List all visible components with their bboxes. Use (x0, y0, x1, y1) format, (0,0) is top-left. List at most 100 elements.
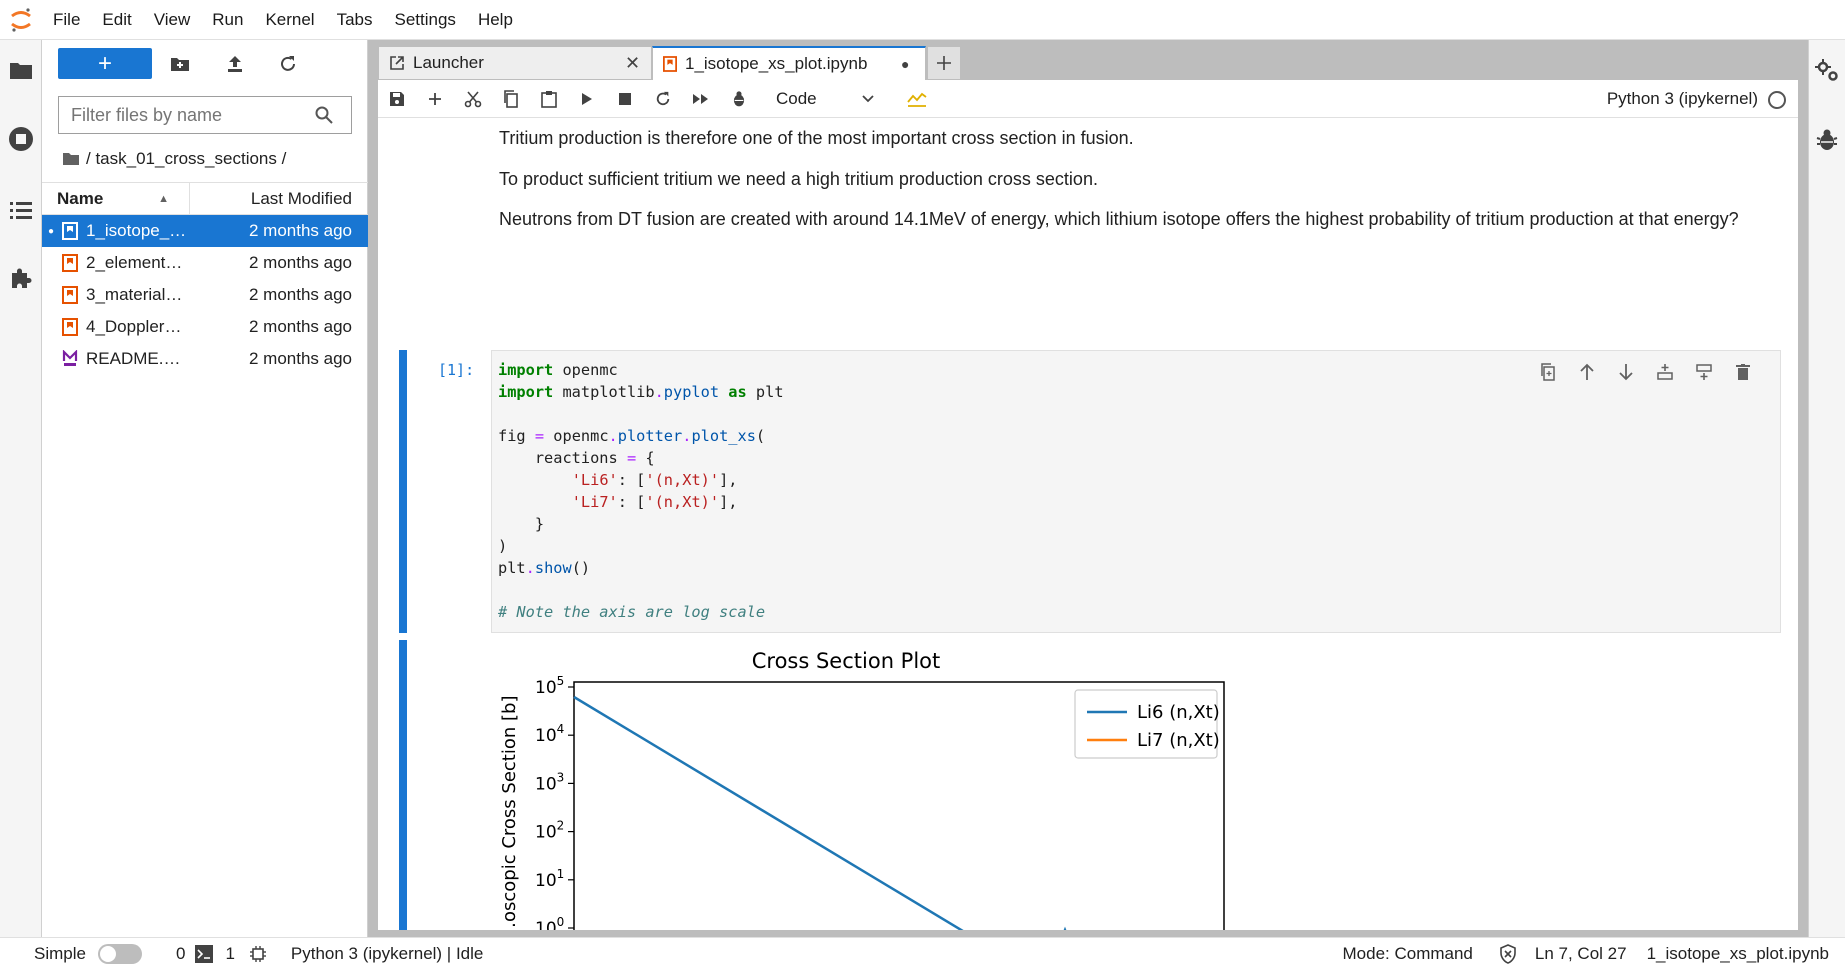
active-cell-collapser[interactable] (399, 350, 407, 633)
file-row-isotope-notebook[interactable]: ● 1_isotope_… 2 months ago (42, 215, 368, 247)
new-tab-button[interactable] (928, 47, 960, 79)
cross-section-plot: Cross Section Plot 105 104 103 102 101 100 …o… (499, 649, 1225, 930)
save-icon[interactable] (378, 80, 416, 118)
menu-kernel[interactable]: Kernel (265, 9, 315, 29)
running-dot-icon: ● (47, 225, 55, 237)
delete-cell-trash-icon[interactable] (1723, 357, 1762, 387)
interrupt-stop-icon[interactable] (606, 80, 644, 118)
last-modified-column-header[interactable]: Last Modified (250, 188, 352, 208)
jupyter-logo-icon (0, 0, 42, 40)
filter-files-field[interactable] (58, 96, 352, 134)
extensions-puzzle-icon[interactable] (5, 262, 37, 294)
paste-icon[interactable] (530, 80, 568, 118)
menu-run[interactable]: Run (212, 9, 244, 29)
refresh-icon[interactable] (274, 50, 302, 78)
simple-mode-toggle[interactable] (97, 943, 142, 964)
code-source: import openmc import matplotlib.pyplot a… (498, 361, 784, 621)
copy-icon[interactable] (492, 80, 530, 118)
file-modified: 2 months ago (248, 317, 352, 336)
sort-ascending-icon: ▲ (158, 192, 169, 205)
notebook-mode-text: Mode: Command (1342, 943, 1473, 963)
folder-icon[interactable] (5, 54, 37, 86)
y-tick-label: 103 (535, 770, 564, 794)
move-up-arrow-icon[interactable] (1567, 357, 1606, 387)
debugger-bug-icon[interactable] (720, 80, 758, 118)
file-modified: 2 months ago (248, 221, 352, 240)
insert-below-icon[interactable] (1684, 357, 1723, 387)
restart-kernel-icon[interactable] (644, 80, 682, 118)
kernel-idle-status-icon (1768, 91, 1786, 109)
cell-type-select[interactable]: Code (768, 86, 878, 112)
markdown-text-line: Tritium production is therefore one of t… (499, 128, 1134, 148)
kernel-status-text[interactable]: Python 3 (ipykernel) | Idle (290, 943, 484, 963)
notebook-icon (663, 56, 677, 72)
breadcrumb-path[interactable]: / task_01_cross_sections / (86, 149, 287, 168)
insert-above-icon[interactable] (1645, 357, 1684, 387)
execution-count-prompt: [1]: (438, 361, 475, 379)
notebook-icon (60, 285, 80, 305)
cell-toolbar (1528, 357, 1762, 387)
running-kernels-icon[interactable] (5, 123, 37, 155)
new-folder-icon[interactable] (166, 50, 194, 78)
menu-edit[interactable]: Edit (102, 9, 132, 29)
name-column-label: Name (57, 188, 104, 208)
chart-legend: Li6 (n,Xt) Li7 (n,Xt) (1074, 689, 1220, 759)
cursor-position[interactable]: Ln 7, Col 27 (1534, 943, 1627, 963)
duplicate-cell-icon[interactable] (1528, 357, 1567, 387)
menu-view[interactable]: View (153, 9, 191, 29)
simple-mode-label: Simple (34, 943, 86, 963)
tab-isotope-notebook[interactable]: 1_isotope_xs_plot.ipynb ● (652, 46, 926, 80)
y-tick-label: 100 (535, 915, 564, 930)
file-list-header: Name ▲ Last Modified (42, 182, 368, 215)
markdown-text-line: To product sufficient tritium we need a … (499, 169, 1098, 189)
terminal-count[interactable]: 0 (175, 943, 186, 963)
markdown-file-icon (60, 349, 80, 369)
menu-settings[interactable]: Settings (394, 9, 456, 29)
menu-file[interactable]: File (53, 9, 81, 29)
filter-files-input[interactable] (59, 98, 309, 132)
new-launcher-button[interactable]: + (58, 48, 152, 79)
file-row-material-notebook[interactable]: 3_material… 2 months ago (42, 279, 368, 311)
file-modified: 2 months ago (248, 253, 352, 272)
cell-type-value: Code (776, 88, 817, 108)
cut-icon[interactable] (454, 80, 492, 118)
breadcrumb: / task_01_cross_sections / (62, 148, 286, 170)
file-name: 2_element… (86, 253, 183, 272)
run-icon[interactable] (568, 80, 606, 118)
name-column-header[interactable]: Name ▲ (42, 182, 190, 215)
kernel-count[interactable]: 1 (225, 943, 235, 963)
variable-inspector-chart-icon[interactable] (898, 80, 936, 118)
upload-icon[interactable] (221, 50, 249, 78)
main-dock-area: Launcher ✕ 1_isotope_xs_plot.ipynb ● (368, 40, 1808, 937)
file-list: ● 1_isotope_… 2 months ago 2_element… 2 … (42, 215, 368, 375)
insert-cell-icon[interactable] (416, 80, 454, 118)
notebook-icon (60, 253, 80, 273)
file-row-doppler-notebook[interactable]: 4_Doppler… 2 months ago (42, 311, 368, 343)
menu-help[interactable]: Help (477, 9, 513, 29)
debugger-bug-icon[interactable] (1811, 124, 1843, 156)
file-name: 3_material… (86, 285, 183, 304)
home-folder-icon[interactable] (62, 152, 80, 166)
y-tick-label: 101 (535, 867, 564, 891)
kernel-chip-icon (249, 945, 267, 963)
tab-launcher[interactable]: Launcher ✕ (378, 46, 652, 80)
close-icon[interactable]: ✕ (625, 52, 641, 73)
y-tick-label: 105 (535, 674, 564, 698)
y-axis-ticks: 105 104 103 102 101 100 (535, 674, 574, 930)
tab-label: Launcher (413, 53, 484, 72)
property-inspector-gears-icon[interactable] (1811, 54, 1843, 86)
notebook-icon (60, 221, 80, 241)
launcher-icon (389, 55, 405, 71)
y-tick-label: 104 (535, 722, 564, 746)
table-of-contents-icon[interactable] (5, 194, 37, 226)
file-row-element-notebook[interactable]: 2_element… 2 months ago (42, 247, 368, 279)
menu-tabs[interactable]: Tabs (336, 9, 373, 29)
code-cell-editor[interactable]: import openmc import matplotlib.pyplot a… (491, 350, 1781, 633)
file-browser-panel: + / task_01_cross_sections / Name ▲ Last… (42, 40, 368, 937)
unsaved-dot-icon[interactable]: ● (901, 56, 910, 72)
output-cell-collapser[interactable] (399, 640, 407, 930)
kernel-name-button[interactable]: Python 3 (ipykernel) (1606, 89, 1758, 108)
restart-run-all-icon[interactable] (682, 80, 720, 118)
move-down-arrow-icon[interactable] (1606, 357, 1645, 387)
file-row-readme[interactable]: README.… 2 months ago (42, 343, 368, 375)
